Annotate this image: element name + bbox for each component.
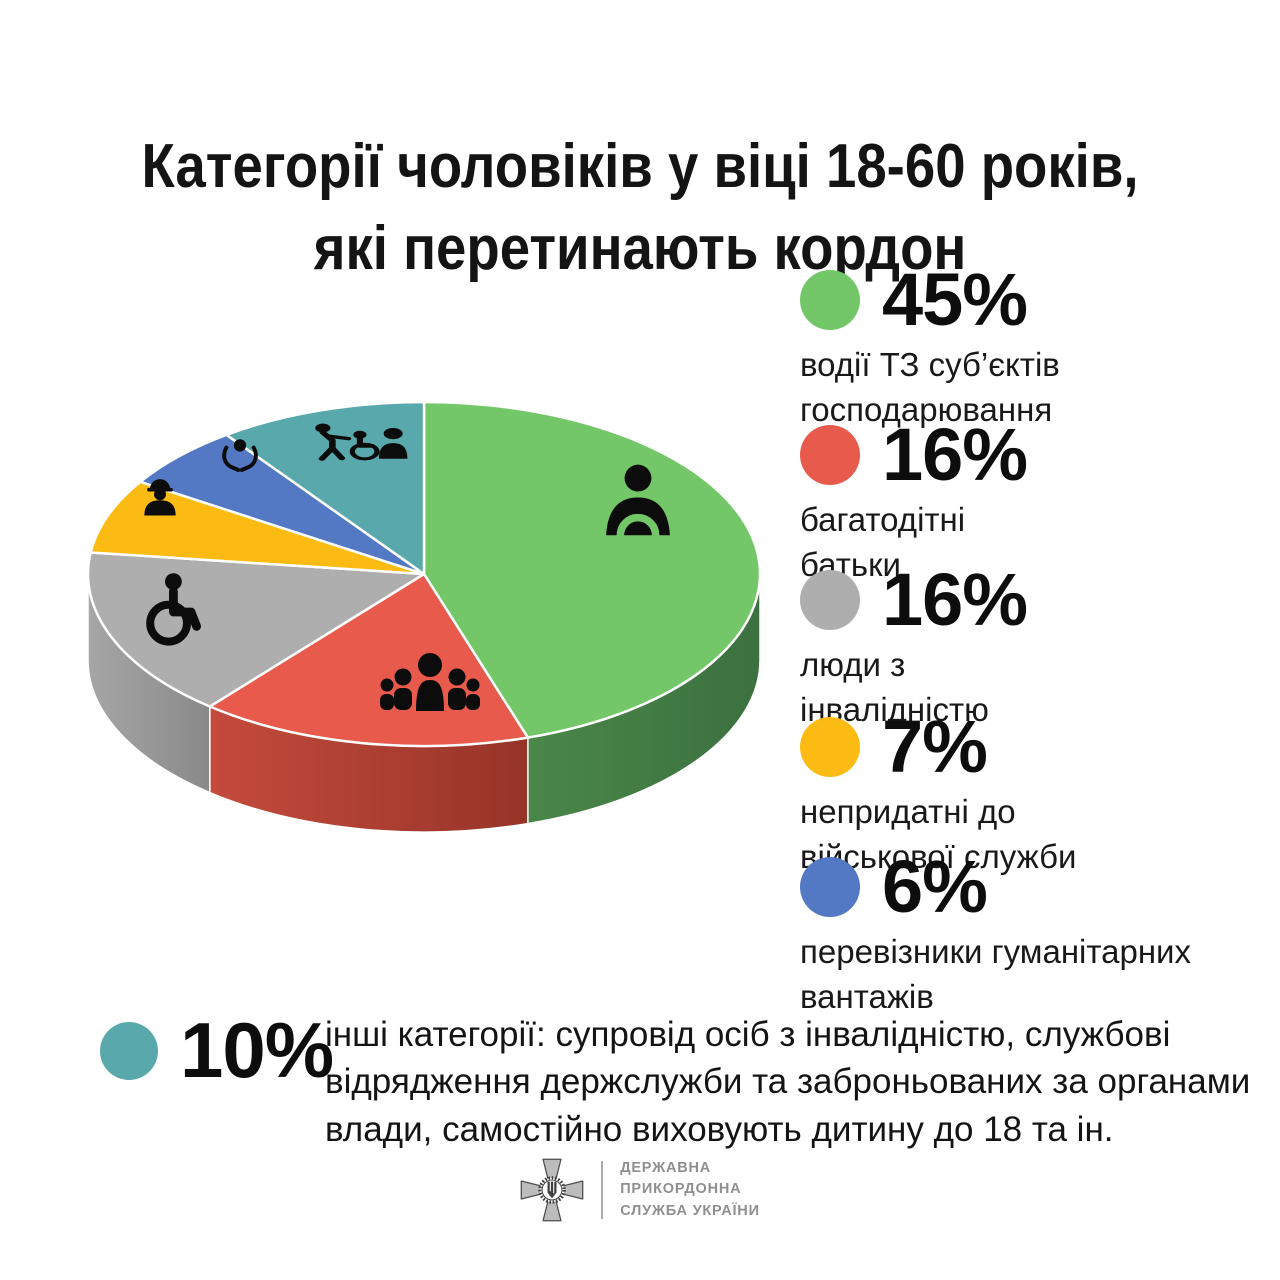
- logo-text: ДЕРЖАВНА ПРИКОРДОННА СЛУЖБА УКРАЇНИ: [620, 1160, 760, 1219]
- driver-icon: [606, 464, 670, 540]
- legend-label-other: інші категорії: супровід осіб з інвалідн…: [325, 1015, 1251, 1149]
- legend-swatch-humanitarian: [800, 857, 860, 917]
- caring-hands-icon: [222, 439, 258, 472]
- legend-pct-other: 10%: [180, 1006, 334, 1094]
- legend-right: 45% водії ТЗ суб’єктів господарювання 16…: [800, 263, 1270, 1023]
- legend-swatch-drivers: [800, 270, 860, 330]
- legend-pct-large-families: 16%: [882, 413, 1028, 496]
- legend-item-humanitarian: 6% перевізники гуманітарних вантажів: [800, 850, 1270, 1020]
- legend-item-disabled: 16% люди з інвалідністю: [800, 563, 1270, 733]
- legend-swatch-disabled: [800, 570, 860, 630]
- agency-logo: ДЕРЖАВНА ПРИКОРДОННА СЛУЖБА УКРАЇНИ: [0, 1158, 1280, 1222]
- pie-svg: [86, 400, 762, 833]
- legend-pct-drivers: 45%: [882, 258, 1028, 341]
- legend-item-other: 10% інші категорії: супровід осіб з інва…: [0, 1005, 1280, 1165]
- pie-chart-3d: [80, 385, 800, 855]
- wheelchair-icon: [146, 573, 202, 646]
- legend-pct-humanitarian: 6%: [882, 845, 988, 928]
- legend-label-drivers: водії ТЗ суб’єктів господарювання: [800, 346, 1060, 428]
- pie-slice-3: [89, 480, 426, 576]
- escort-icon: [315, 423, 408, 461]
- legend-swatch-unfit: [800, 717, 860, 777]
- legend-pct-disabled: 16%: [882, 558, 1028, 641]
- legend-swatch-other: [100, 1022, 158, 1080]
- border-guard-emblem-icon: [520, 1158, 584, 1222]
- legend-pct-unfit: 7%: [882, 705, 988, 788]
- legend-label-humanitarian: перевізники гуманітарних вантажів: [800, 933, 1191, 1015]
- legend-item-large-families: 16% багатодітні батьки: [800, 418, 1270, 588]
- pie-slice-0: [422, 400, 762, 739]
- legend-item-drivers: 45% водії ТЗ суб’єктів господарювання: [800, 263, 1270, 433]
- pie-slice-4: [139, 433, 426, 576]
- family-icon: [380, 653, 480, 711]
- page-title: Категорії чоловіків у віці 18-60 років, …: [141, 131, 1139, 283]
- legend-swatch-large-families: [800, 425, 860, 485]
- legend-label-large-families: багатодітні батьки: [800, 501, 966, 583]
- logo-divider: [601, 1161, 604, 1219]
- worker-icon: [144, 479, 176, 516]
